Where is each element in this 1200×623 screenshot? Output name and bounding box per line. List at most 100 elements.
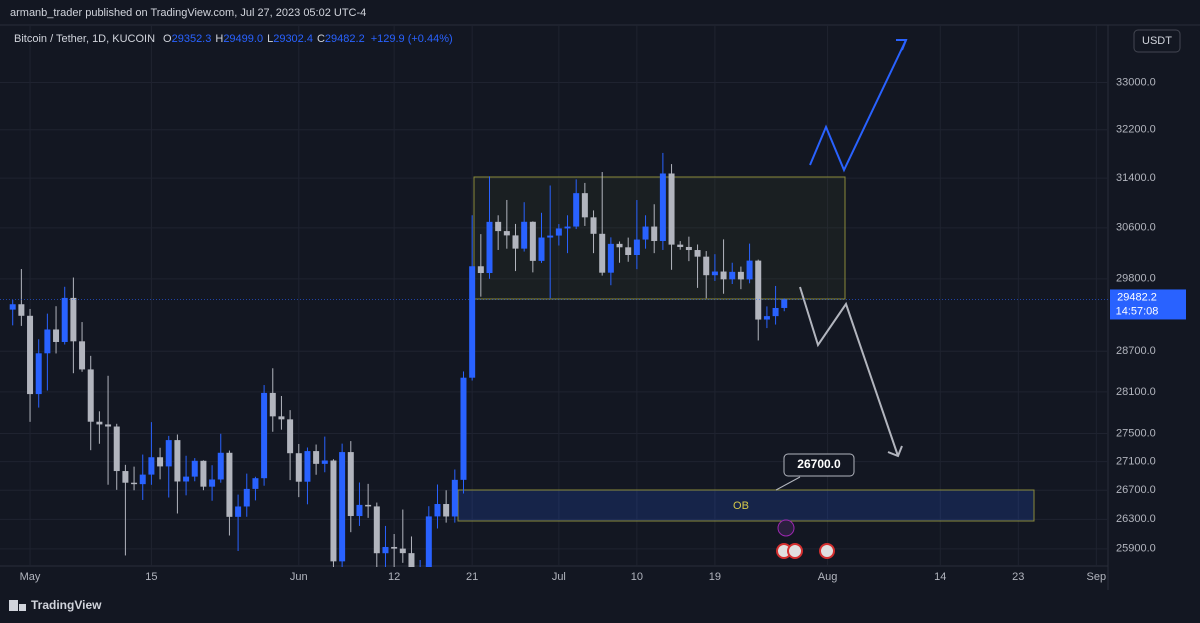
candle-body: [642, 226, 649, 240]
candle-body: [581, 193, 588, 218]
candle-body: [451, 479, 458, 517]
candle-body: [217, 452, 224, 480]
ohlc-key: L: [267, 33, 273, 45]
change: +129.9 (+0.44%): [371, 33, 453, 45]
candle-body: [373, 506, 380, 554]
event-flag[interactable]: [787, 543, 803, 559]
candle-body: [434, 504, 441, 517]
candle-body: [105, 424, 112, 427]
candle-body: [512, 235, 519, 249]
last-price: 29482.2: [1117, 291, 1157, 303]
candle-body: [148, 457, 155, 475]
candle-body: [685, 246, 692, 251]
candle-body: [183, 476, 190, 482]
countdown: 14:57:08: [1116, 305, 1159, 317]
candle-body: [131, 482, 138, 485]
candle-body: [252, 478, 259, 489]
candle-body: [87, 369, 94, 422]
y-tick-label: 31400.0: [1116, 172, 1156, 184]
y-tick-label: 26700.0: [1116, 484, 1156, 496]
bull-arrowhead: [896, 39, 908, 51]
candle-body: [304, 451, 311, 482]
candle-body: [174, 440, 181, 482]
candle-body: [191, 460, 198, 477]
candle-body: [503, 231, 510, 236]
x-tick-label: 23: [1012, 571, 1024, 583]
currency[interactable]: USDT: [1142, 35, 1172, 47]
candle-body: [703, 256, 710, 276]
last-price-tag: [1110, 289, 1186, 320]
candles: [9, 152, 788, 567]
ohlc-key: H: [215, 33, 223, 45]
candle-body: [278, 416, 285, 420]
candle-body: [209, 479, 216, 487]
y-tick-label: 32200.0: [1116, 124, 1156, 136]
y-tick-label: 28100.0: [1116, 386, 1156, 398]
ohlc-value: 29482.2: [325, 33, 365, 45]
x-tick-label: Jul: [552, 571, 566, 583]
candle-body: [139, 474, 146, 485]
candle-body: [61, 297, 68, 342]
candle-body: [53, 329, 60, 342]
y-tick-label: 29800.0: [1116, 273, 1156, 285]
candle-body: [261, 392, 268, 479]
candle-body: [44, 329, 51, 354]
candle-body: [755, 260, 762, 320]
candle-body: [729, 271, 736, 280]
x-tick-label: 10: [631, 571, 643, 583]
candle-body: [720, 271, 727, 280]
y-tick-label: 28700.0: [1116, 345, 1156, 357]
callout-box: [783, 453, 855, 477]
grid: [0, 25, 1108, 566]
candle-body: [477, 266, 484, 274]
candle-body: [365, 504, 372, 507]
event-flag[interactable]: [819, 543, 835, 559]
y-tick-label: 25900.0: [1116, 543, 1156, 555]
candle-body: [469, 266, 476, 378]
candle-body: [607, 243, 614, 273]
candle-body: [339, 452, 346, 562]
candle-body: [711, 271, 718, 276]
ob-zone: [457, 489, 1035, 522]
candle-body: [113, 426, 120, 472]
bear-path: [799, 286, 899, 457]
candle-body: [243, 488, 250, 507]
x-tick-label: 21: [466, 571, 478, 583]
candle-body: [313, 451, 320, 464]
legend: Bitcoin / Tether, 1D, KUCOIN O 29352.3 H 29…: [14, 33, 453, 45]
candle-body: [590, 217, 597, 234]
candle-body: [781, 299, 788, 308]
logo: [9, 600, 18, 611]
drawings: 26700.0 OB: [457, 39, 1035, 559]
candle-body: [651, 226, 658, 242]
candle-body: [35, 353, 42, 395]
event-icon[interactable]: [777, 519, 795, 537]
candle-body: [555, 228, 562, 236]
candle-body: [625, 247, 632, 255]
candle-body: [573, 193, 580, 227]
candle-body: [677, 244, 684, 247]
brand: TradingView: [31, 598, 102, 612]
y-tick-label: 33000.0: [1116, 76, 1156, 88]
candle-body: [495, 221, 502, 232]
x-tick-label: May: [20, 571, 41, 583]
callout-pointer: [775, 476, 801, 491]
range-box: [473, 176, 846, 300]
x-tick-label: 12: [388, 571, 400, 583]
currency-button[interactable]: [1133, 29, 1181, 53]
candle-body: [772, 307, 779, 317]
candle-body: [443, 504, 450, 517]
candle-body: [96, 421, 103, 425]
publisher: armanb_trader published on TradingView.c…: [10, 7, 366, 19]
ohlc-value: 29499.0: [223, 33, 263, 45]
candle-body: [18, 304, 25, 316]
candle-body: [460, 377, 467, 480]
candle-body: [321, 460, 328, 464]
candle-body: [746, 260, 753, 280]
x-tick-label: Aug: [818, 571, 838, 583]
zone-label: OB: [733, 500, 749, 512]
ohlc-value: 29302.4: [273, 33, 313, 45]
candle-body: [382, 546, 389, 554]
candle-body: [668, 173, 675, 245]
